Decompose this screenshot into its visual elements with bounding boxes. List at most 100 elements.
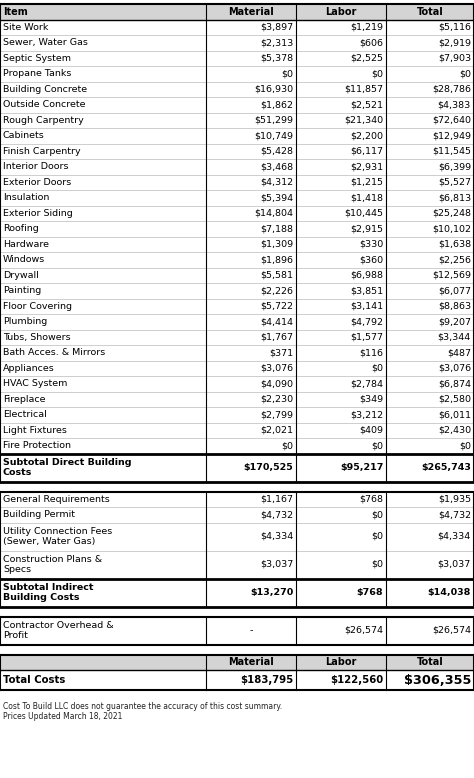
Text: Cabinets: Cabinets — [3, 131, 45, 140]
Text: $95,217: $95,217 — [340, 463, 383, 472]
Text: -: - — [249, 626, 253, 635]
Text: Exterior Siding: Exterior Siding — [3, 209, 73, 218]
Text: Sewer, Water Gas: Sewer, Water Gas — [3, 38, 88, 47]
Text: $371: $371 — [269, 349, 293, 357]
Text: $487: $487 — [447, 349, 471, 357]
Bar — [0, 523, 474, 551]
Text: Total Costs: Total Costs — [3, 675, 65, 685]
Text: $2,313: $2,313 — [260, 38, 293, 47]
Bar — [0, 190, 474, 205]
Text: $9,207: $9,207 — [438, 317, 471, 326]
Text: $0: $0 — [371, 510, 383, 519]
Text: $0: $0 — [281, 69, 293, 79]
Bar — [0, 670, 474, 690]
Text: $2,521: $2,521 — [350, 100, 383, 109]
Bar — [0, 345, 474, 360]
Text: $21,340: $21,340 — [344, 116, 383, 124]
Bar — [0, 19, 474, 35]
Bar — [0, 654, 474, 670]
Text: $2,915: $2,915 — [350, 224, 383, 233]
Bar — [0, 35, 474, 51]
Text: $72,640: $72,640 — [432, 116, 471, 124]
Bar — [0, 360, 474, 376]
Text: $2,580: $2,580 — [438, 394, 471, 404]
Text: $768: $768 — [359, 495, 383, 503]
Bar — [0, 252, 474, 268]
Text: Total: Total — [417, 7, 444, 17]
Text: Drywall: Drywall — [3, 271, 39, 280]
Text: $0: $0 — [459, 441, 471, 450]
Text: $606: $606 — [359, 38, 383, 47]
Text: Light Fixtures: Light Fixtures — [3, 426, 67, 435]
Text: $6,813: $6,813 — [438, 193, 471, 202]
Text: $2,226: $2,226 — [260, 286, 293, 295]
Text: $116: $116 — [359, 349, 383, 357]
Text: $2,256: $2,256 — [438, 255, 471, 265]
Text: $0: $0 — [371, 364, 383, 373]
Bar — [0, 143, 474, 159]
Text: $0: $0 — [371, 69, 383, 79]
Bar — [0, 4, 474, 19]
Text: $1,309: $1,309 — [260, 240, 293, 249]
Bar — [0, 391, 474, 407]
Text: $2,799: $2,799 — [260, 410, 293, 419]
Text: $14,038: $14,038 — [428, 588, 471, 597]
Text: $0: $0 — [371, 441, 383, 450]
Text: $10,445: $10,445 — [344, 209, 383, 218]
Text: $3,212: $3,212 — [350, 410, 383, 419]
Text: Contractor Overhead &
Profit: Contractor Overhead & Profit — [3, 621, 114, 640]
Text: Roofing: Roofing — [3, 224, 39, 233]
Text: $14,804: $14,804 — [254, 209, 293, 218]
Bar — [0, 268, 474, 283]
Text: $6,077: $6,077 — [438, 286, 471, 295]
Bar — [0, 237, 474, 252]
Bar — [0, 299, 474, 314]
Text: Building Permit: Building Permit — [3, 510, 75, 519]
Text: Exterior Doors: Exterior Doors — [3, 177, 71, 187]
Text: $2,919: $2,919 — [438, 38, 471, 47]
Text: Site Work: Site Work — [3, 23, 48, 32]
Text: Electrical: Electrical — [3, 410, 47, 419]
Text: $16,930: $16,930 — [254, 85, 293, 94]
Text: $4,732: $4,732 — [438, 510, 471, 519]
Bar — [0, 507, 474, 523]
Text: $1,215: $1,215 — [350, 177, 383, 187]
Text: $265,743: $265,743 — [421, 463, 471, 472]
Text: $3,076: $3,076 — [260, 364, 293, 373]
Text: $0: $0 — [459, 69, 471, 79]
Text: $4,334: $4,334 — [260, 532, 293, 541]
Text: Outside Concrete: Outside Concrete — [3, 100, 85, 109]
Text: Windows: Windows — [3, 255, 45, 265]
Text: Insulation: Insulation — [3, 193, 49, 202]
Bar — [0, 283, 474, 299]
Text: $3,037: $3,037 — [438, 560, 471, 569]
Bar — [0, 492, 474, 507]
Text: $4,312: $4,312 — [260, 177, 293, 187]
Text: Material: Material — [228, 7, 274, 17]
Text: Material: Material — [228, 657, 274, 668]
Text: Total: Total — [417, 657, 444, 668]
Text: $25,248: $25,248 — [432, 209, 471, 218]
Text: $5,378: $5,378 — [260, 54, 293, 63]
Text: $8,863: $8,863 — [438, 302, 471, 310]
Text: $3,851: $3,851 — [350, 286, 383, 295]
Text: Finish Carpentry: Finish Carpentry — [3, 147, 81, 156]
Text: $409: $409 — [359, 426, 383, 435]
Text: $3,344: $3,344 — [438, 333, 471, 342]
Text: $6,988: $6,988 — [350, 271, 383, 280]
Bar — [0, 616, 474, 644]
Text: $0: $0 — [371, 560, 383, 569]
Bar — [0, 330, 474, 345]
Text: $2,430: $2,430 — [438, 426, 471, 435]
Bar — [0, 66, 474, 82]
Text: $11,545: $11,545 — [432, 147, 471, 156]
Text: Prices Updated March 18, 2021: Prices Updated March 18, 2021 — [3, 712, 122, 721]
Text: $10,749: $10,749 — [254, 131, 293, 140]
Text: Hardware: Hardware — [3, 240, 49, 249]
Text: Tubs, Showers: Tubs, Showers — [3, 333, 71, 342]
Text: Subtotal Indirect
Building Costs: Subtotal Indirect Building Costs — [3, 583, 93, 602]
Text: $5,394: $5,394 — [260, 193, 293, 202]
Text: $5,428: $5,428 — [260, 147, 293, 156]
Text: $183,795: $183,795 — [240, 675, 293, 685]
Text: Painting: Painting — [3, 286, 41, 295]
